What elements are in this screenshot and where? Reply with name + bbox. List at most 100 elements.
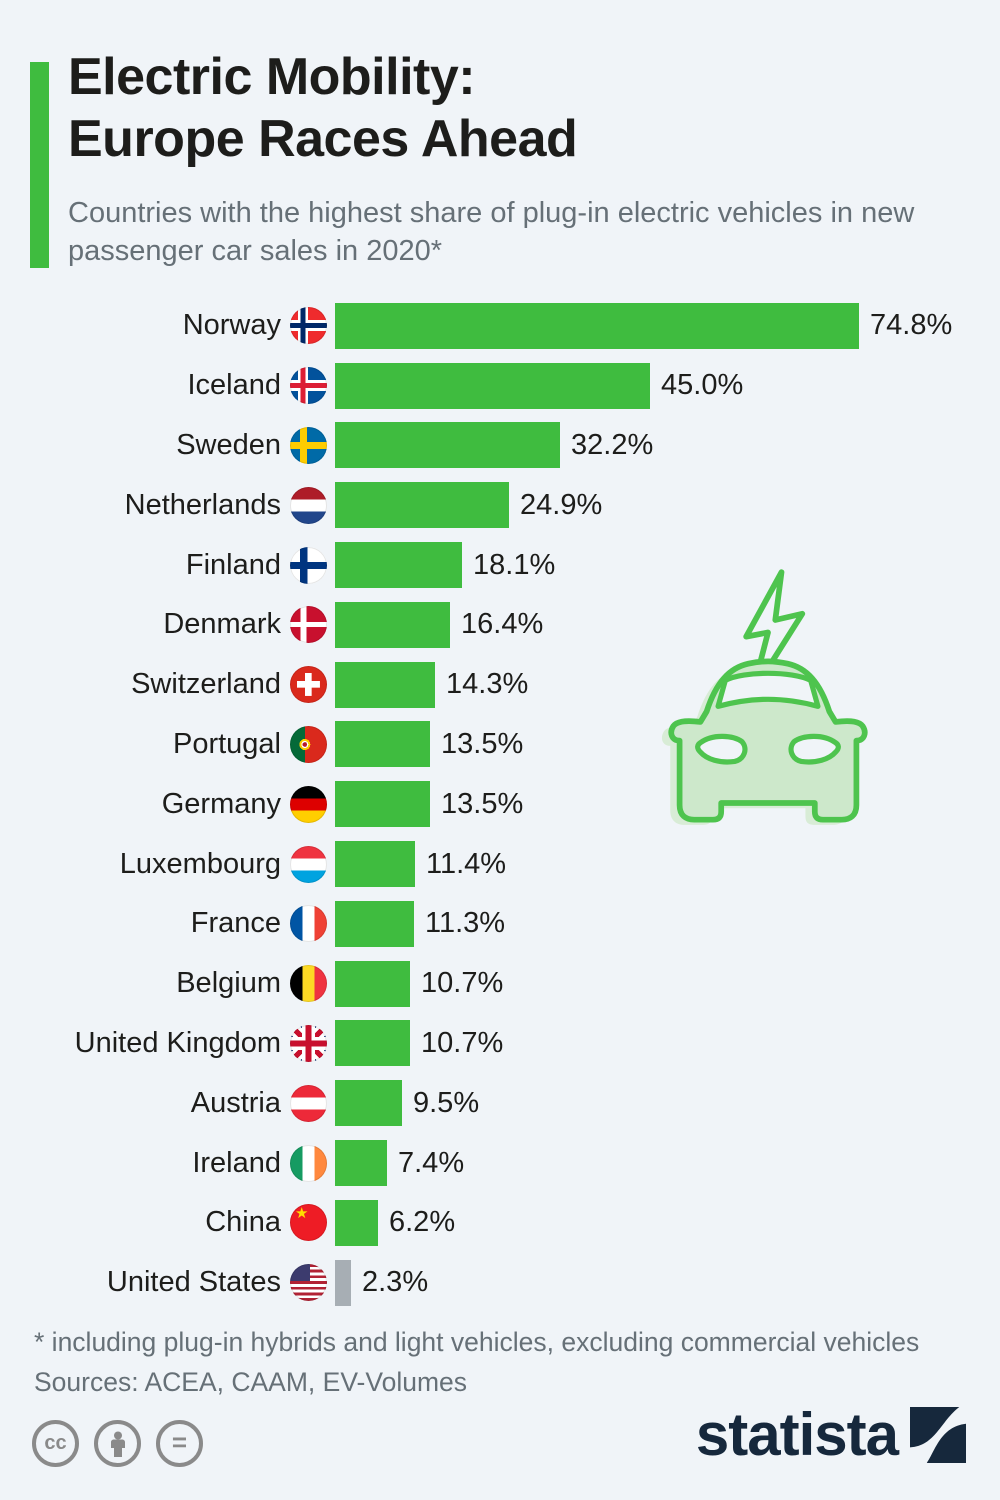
country-label: United Kingdom bbox=[74, 1026, 281, 1059]
sweden-flag-icon bbox=[290, 426, 327, 464]
austria-flag-icon bbox=[290, 1084, 327, 1122]
electric-car-icon bbox=[648, 568, 888, 828]
france-flag-icon bbox=[290, 905, 327, 943]
norway-flag-icon bbox=[290, 307, 327, 345]
bar-area: 9.5% bbox=[335, 1080, 479, 1127]
value-label: 24.9% bbox=[520, 488, 603, 521]
chart-row: United States 2.3% bbox=[0, 1253, 1000, 1313]
value-label: 32.2% bbox=[571, 428, 654, 461]
sources-line: Sources: ACEA, CAAM, EV-Volumes bbox=[34, 1367, 468, 1397]
value-bar bbox=[335, 841, 415, 888]
chart-row: Denmark 16.4% bbox=[0, 595, 1000, 655]
chart-row: China 6.2% bbox=[0, 1193, 1000, 1253]
value-bar bbox=[335, 721, 430, 768]
bar-area: 11.3% bbox=[335, 900, 506, 947]
value-label: 10.7% bbox=[421, 1026, 504, 1059]
chart-row: Sweden 32.2% bbox=[0, 416, 1000, 476]
country-label: Belgium bbox=[176, 967, 281, 1000]
chart-row: United Kingdom 10.7% bbox=[0, 1014, 1000, 1074]
portugal-flag-icon bbox=[290, 725, 327, 763]
country-label: France bbox=[190, 907, 281, 940]
country-label: China bbox=[205, 1206, 281, 1239]
value-label: 16.4% bbox=[461, 608, 544, 641]
title-accent-bar bbox=[30, 62, 49, 268]
bar-area: 11.4% bbox=[335, 841, 507, 888]
electric-car-graphic bbox=[661, 569, 868, 825]
bar-area: 13.5% bbox=[335, 721, 523, 768]
country-label: Netherlands bbox=[124, 488, 281, 521]
value-bar bbox=[335, 601, 450, 648]
value-bar bbox=[335, 362, 650, 409]
statista-logo: statista bbox=[696, 1405, 966, 1465]
value-label: 11.4% bbox=[426, 847, 507, 880]
chart-row: Ireland 7.4% bbox=[0, 1133, 1000, 1193]
country-label: Portugal bbox=[172, 727, 281, 760]
title-line-1: Electric Mobility: bbox=[68, 48, 476, 106]
country-label: United States bbox=[106, 1266, 281, 1299]
chart-row: Iceland 45.0% bbox=[0, 356, 1000, 416]
country-label: Switzerland bbox=[131, 668, 281, 701]
title-line-2: Europe Races Ahead bbox=[68, 110, 578, 168]
cc-license-icon: cc bbox=[32, 1420, 79, 1467]
chart-subtitle: Countries with the highest share of plug… bbox=[68, 197, 915, 267]
value-bar bbox=[335, 781, 430, 828]
cc-label: cc bbox=[44, 1432, 67, 1454]
bar-area: 10.7% bbox=[335, 1020, 504, 1067]
bar-area: 74.8% bbox=[335, 302, 953, 349]
value-bar bbox=[335, 302, 859, 349]
value-bar bbox=[335, 542, 462, 589]
bar-area: 10.7% bbox=[335, 960, 504, 1007]
value-bar bbox=[335, 960, 410, 1007]
no-derivatives-icon: = bbox=[156, 1420, 203, 1467]
germany-flag-icon bbox=[290, 785, 327, 823]
bar-area: 24.9% bbox=[335, 482, 603, 529]
footnote: * including plug-in hybrids and light ve… bbox=[34, 1322, 919, 1402]
attribution-icon bbox=[94, 1420, 141, 1467]
chart-row: Portugal 13.5% bbox=[0, 715, 1000, 775]
license-badges: cc = bbox=[32, 1420, 218, 1467]
united-kingdom-flag-icon bbox=[290, 1024, 327, 1062]
value-bar bbox=[335, 1140, 387, 1187]
value-label: 11.3% bbox=[425, 907, 506, 940]
country-label: Ireland bbox=[192, 1146, 281, 1179]
chart-row: Belgium 10.7% bbox=[0, 954, 1000, 1014]
united-states-flag-icon bbox=[290, 1264, 327, 1302]
country-label: Luxembourg bbox=[119, 847, 281, 880]
chart-row: France 11.3% bbox=[0, 894, 1000, 954]
bar-area: 14.3% bbox=[335, 661, 529, 708]
footnote-line: * including plug-in hybrids and light ve… bbox=[34, 1327, 920, 1357]
bar-area: 16.4% bbox=[335, 601, 544, 648]
value-label: 74.8% bbox=[870, 309, 953, 342]
denmark-flag-icon bbox=[290, 606, 327, 644]
bar-area: 18.1% bbox=[335, 542, 556, 589]
value-bar bbox=[335, 1080, 402, 1127]
value-label: 7.4% bbox=[398, 1146, 465, 1179]
equals-glyph: = bbox=[171, 1426, 188, 1457]
value-label: 45.0% bbox=[661, 369, 744, 402]
chart-row: Finland 18.1% bbox=[0, 535, 1000, 595]
chart-row: Netherlands 24.9% bbox=[0, 475, 1000, 535]
value-bar bbox=[335, 482, 509, 529]
switzerland-flag-icon bbox=[290, 666, 327, 704]
value-label: 13.5% bbox=[441, 787, 524, 820]
value-label: 14.3% bbox=[446, 668, 529, 701]
bar-area: 6.2% bbox=[335, 1199, 455, 1246]
value-label: 10.7% bbox=[421, 967, 504, 1000]
person-glyph bbox=[110, 1431, 125, 1457]
country-label: Iceland bbox=[187, 369, 281, 402]
bar-area: 2.3% bbox=[335, 1259, 428, 1306]
value-bar bbox=[335, 661, 435, 708]
country-label: Sweden bbox=[176, 428, 281, 461]
luxembourg-flag-icon bbox=[290, 845, 327, 883]
belgium-flag-icon bbox=[290, 965, 327, 1003]
bar-chart: Norway 74.8% Iceland 45.0% Sweden 32.2% … bbox=[0, 296, 1000, 1313]
statista-mark-icon bbox=[910, 1407, 966, 1463]
country-label: Norway bbox=[182, 309, 281, 342]
chart-row: Germany 13.5% bbox=[0, 774, 1000, 834]
country-label: Austria bbox=[190, 1086, 281, 1119]
page-title: Electric Mobility: Europe Races Ahead bbox=[68, 46, 578, 170]
value-label: 18.1% bbox=[473, 548, 556, 581]
bar-area: 32.2% bbox=[335, 422, 654, 469]
country-label: Finland bbox=[185, 548, 281, 581]
